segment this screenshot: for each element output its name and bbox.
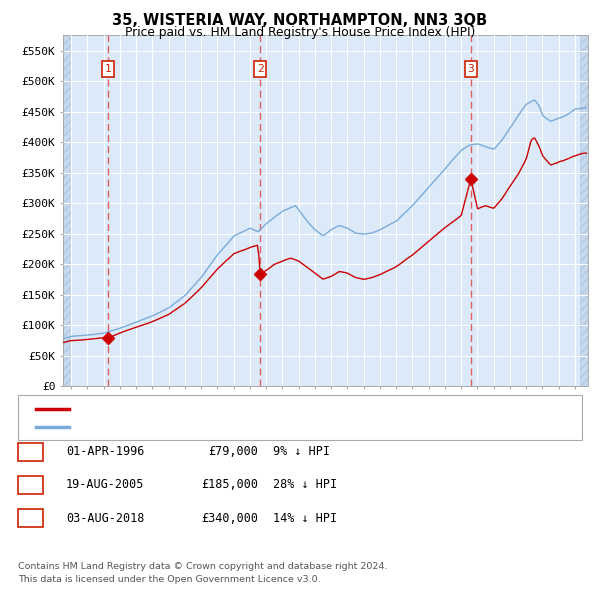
Text: £79,000: £79,000	[208, 445, 258, 458]
Text: 14% ↓ HPI: 14% ↓ HPI	[273, 512, 337, 525]
Text: £340,000: £340,000	[201, 512, 258, 525]
Text: 19-AUG-2005: 19-AUG-2005	[66, 478, 145, 491]
Bar	[63, 35, 71, 386]
Text: 9% ↓ HPI: 9% ↓ HPI	[273, 445, 330, 458]
Text: £185,000: £185,000	[201, 478, 258, 491]
Text: 3: 3	[27, 512, 34, 525]
Text: 1: 1	[27, 445, 34, 458]
Text: 3: 3	[467, 64, 474, 74]
Text: 28% ↓ HPI: 28% ↓ HPI	[273, 478, 337, 491]
Text: 35, WISTERIA WAY, NORTHAMPTON, NN3 3QB (detached house): 35, WISTERIA WAY, NORTHAMPTON, NN3 3QB (…	[75, 404, 407, 414]
Text: 2: 2	[257, 64, 263, 74]
Text: Price paid vs. HM Land Registry's House Price Index (HPI): Price paid vs. HM Land Registry's House …	[125, 26, 475, 39]
Text: 03-AUG-2018: 03-AUG-2018	[66, 512, 145, 525]
Text: This data is licensed under the Open Government Licence v3.0.: This data is licensed under the Open Gov…	[18, 575, 320, 584]
Text: 35, WISTERIA WAY, NORTHAMPTON, NN3 3QB: 35, WISTERIA WAY, NORTHAMPTON, NN3 3QB	[112, 13, 488, 28]
Text: HPI: Average price, detached house, West Northamptonshire: HPI: Average price, detached house, West…	[75, 422, 392, 432]
Text: Contains HM Land Registry data © Crown copyright and database right 2024.: Contains HM Land Registry data © Crown c…	[18, 562, 388, 571]
Text: 2: 2	[27, 478, 34, 491]
Bar	[580, 35, 588, 386]
Text: 1: 1	[104, 64, 111, 74]
Text: 01-APR-1996: 01-APR-1996	[66, 445, 145, 458]
